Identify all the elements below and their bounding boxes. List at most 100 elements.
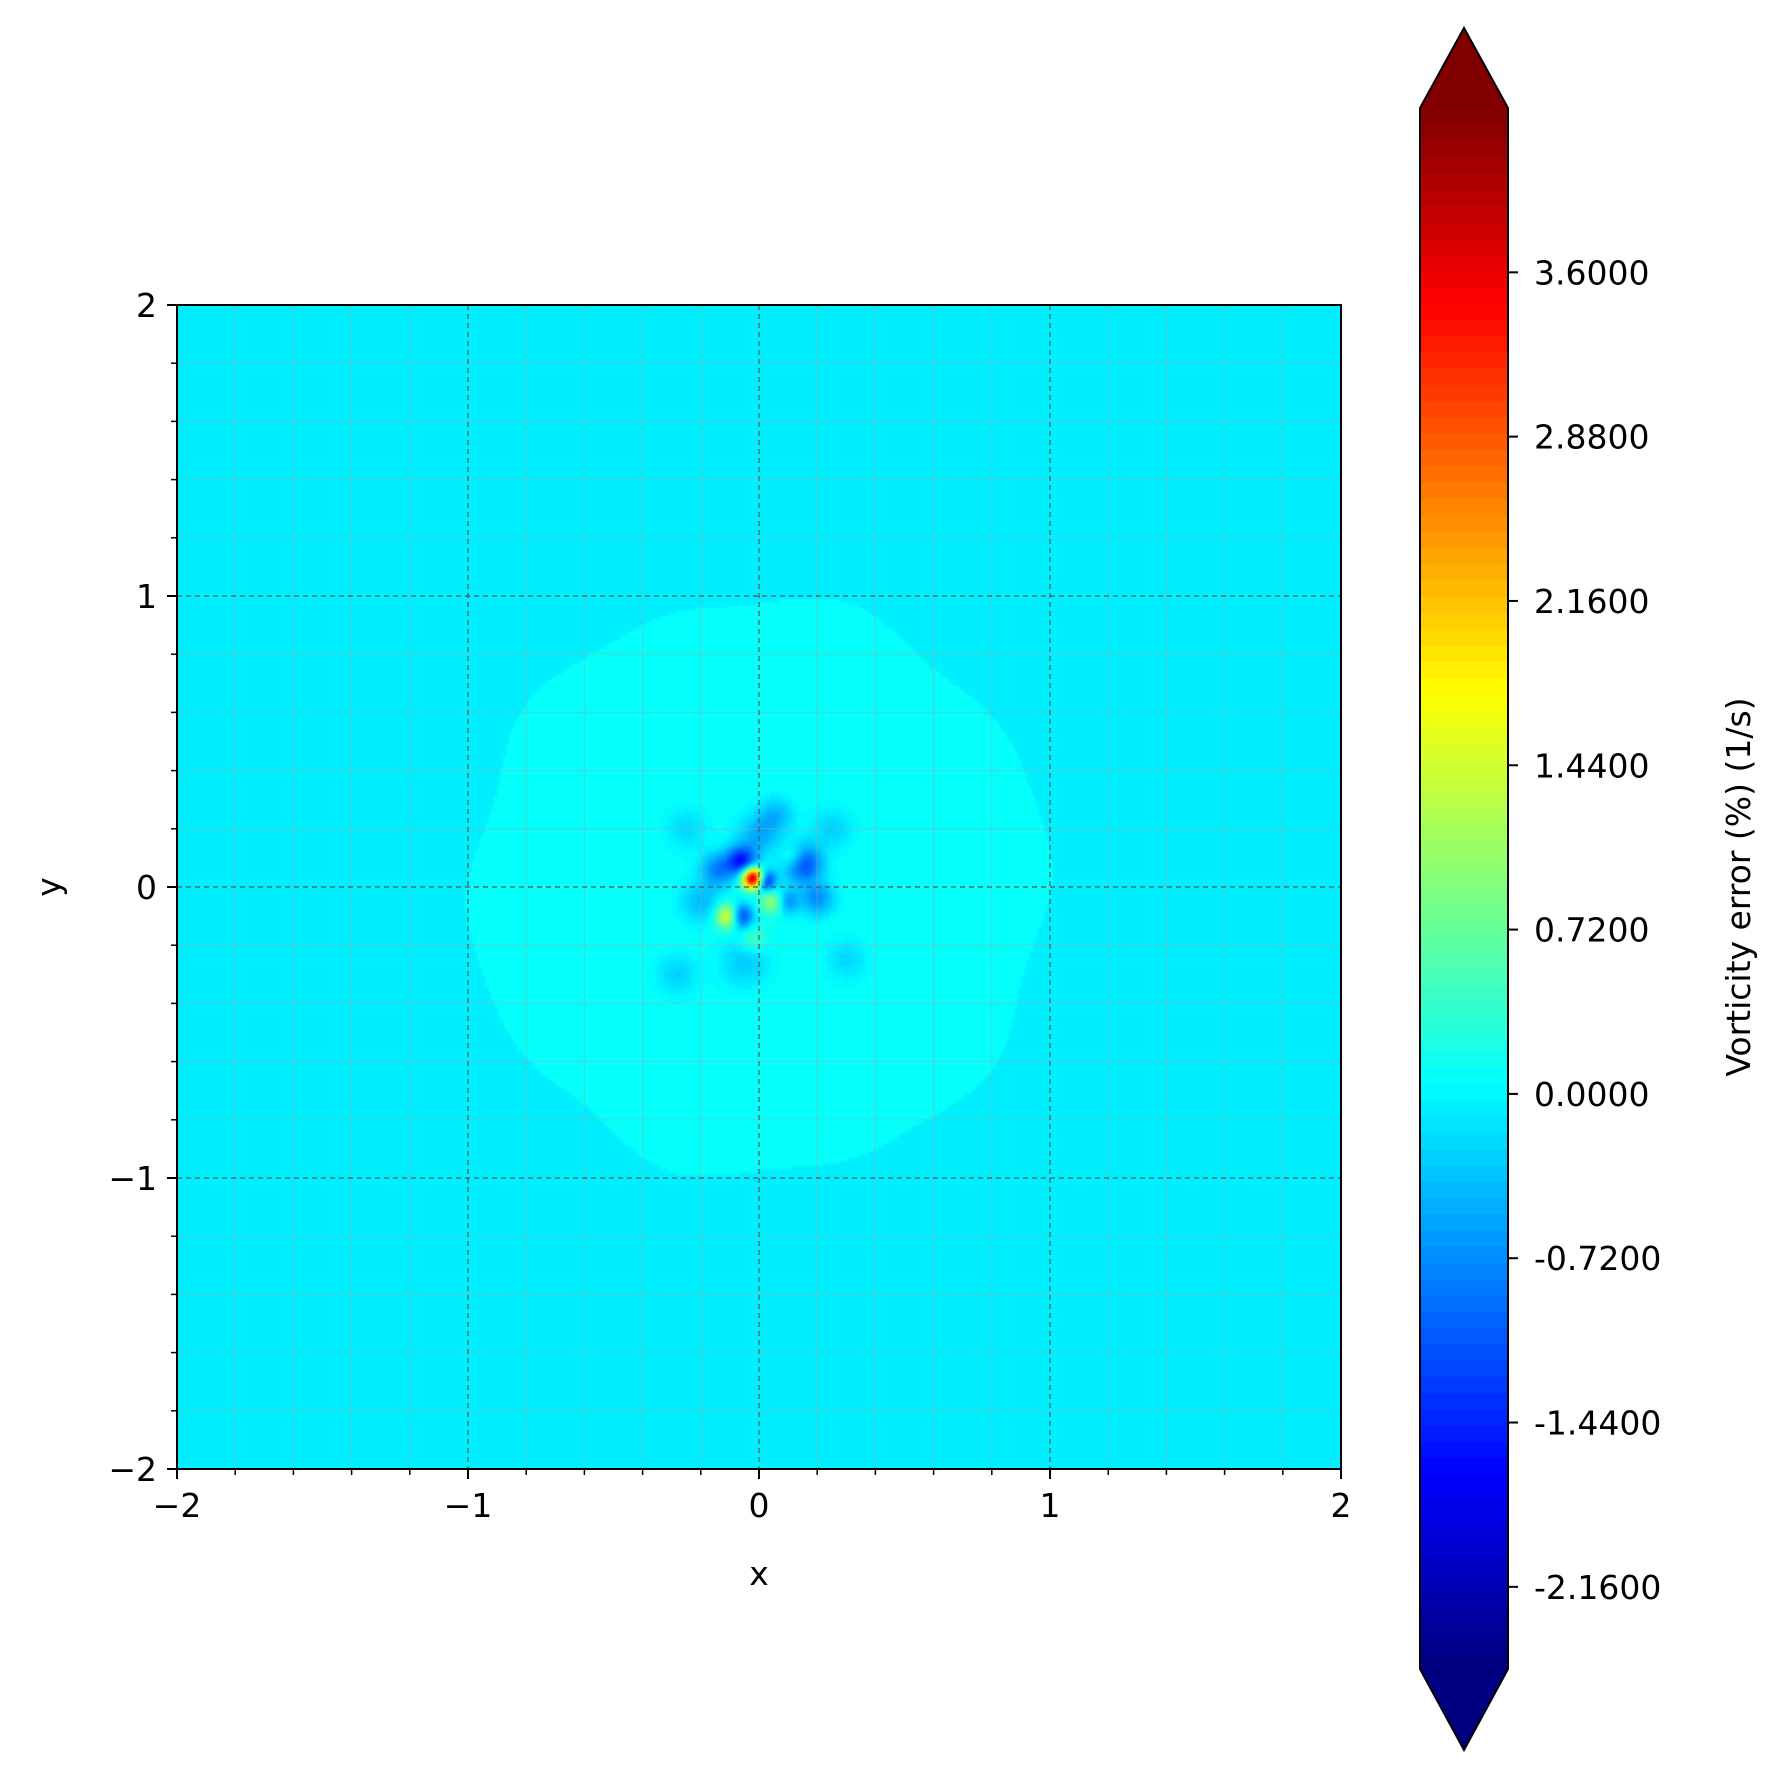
colorbar-level — [1420, 644, 1508, 662]
colorbar-tick-label: -2.1600 — [1534, 1568, 1661, 1607]
colorbar-level — [1420, 286, 1508, 304]
colorbar-level — [1420, 238, 1508, 255]
x-tick-label: −2 — [153, 1486, 202, 1525]
colorbar-level — [1420, 1652, 1508, 1670]
colorbar-level — [1420, 823, 1508, 841]
colorbar-level — [1420, 368, 1508, 386]
y-axis-label: y — [29, 877, 68, 897]
colorbar-tick-label: 0.0000 — [1534, 1075, 1649, 1114]
colorbar-level — [1420, 1132, 1508, 1150]
colorbar-level — [1420, 1327, 1508, 1345]
colorbar-level — [1420, 953, 1508, 971]
colorbar-level — [1420, 530, 1508, 548]
colorbar-level — [1420, 1099, 1508, 1117]
colorbar-level — [1420, 1083, 1508, 1101]
colorbar-level — [1420, 1441, 1508, 1459]
colorbar-level — [1420, 579, 1508, 597]
colorbar-level — [1420, 1603, 1508, 1621]
colorbar-level — [1420, 1229, 1508, 1247]
major-gridlines — [177, 305, 1341, 1469]
colorbar-level — [1420, 709, 1508, 727]
colorbar-level — [1420, 1457, 1508, 1475]
colorbar-level — [1420, 1392, 1508, 1410]
colorbar-level — [1420, 416, 1508, 434]
colorbar-level — [1420, 1148, 1508, 1166]
colorbar-level — [1420, 1295, 1508, 1312]
colorbar-extend-max — [1420, 28, 1508, 108]
x-tick-label: 0 — [749, 1486, 770, 1525]
colorbar-level — [1420, 1213, 1508, 1231]
colorbar-level — [1420, 1246, 1508, 1264]
colorbar-level — [1420, 1587, 1508, 1605]
colorbar-tick-label: 2.8800 — [1534, 418, 1649, 457]
colorbar-level — [1420, 1002, 1508, 1020]
colorbar-level — [1420, 1018, 1508, 1036]
colorbar-level — [1420, 1473, 1508, 1491]
colorbar-level — [1420, 1506, 1508, 1524]
colorbar-level — [1420, 351, 1508, 369]
colorbar-level — [1420, 1522, 1508, 1540]
colorbar-level — [1420, 335, 1508, 353]
colorbar-level — [1420, 384, 1508, 402]
y-tick-label: −2 — [108, 1450, 157, 1489]
x-tick-label: 1 — [1040, 1486, 1061, 1525]
colorbar-level — [1420, 1034, 1508, 1052]
colorbar-level — [1420, 986, 1508, 1003]
x-tick-label: −1 — [444, 1486, 493, 1525]
colorbar-level — [1420, 855, 1508, 873]
colorbar-level — [1420, 108, 1508, 125]
colorbar-label: Vorticity error (%) (1/s) — [1719, 697, 1758, 1076]
colorbar-level — [1420, 1636, 1508, 1654]
colorbar-level — [1420, 173, 1508, 190]
colorbar-level — [1420, 921, 1508, 938]
colorbar-level — [1420, 969, 1508, 987]
colorbar-level — [1420, 1051, 1508, 1068]
colorbar-level — [1420, 742, 1508, 760]
colorbar-outline — [1419, 25, 1509, 1753]
colorbar-level — [1420, 1278, 1508, 1296]
colorbar-level — [1420, 1408, 1508, 1426]
colorbar-level — [1420, 1116, 1508, 1134]
colorbar-level — [1420, 1181, 1508, 1199]
y-tick-label: 1 — [136, 577, 157, 616]
x-tick-label: 2 — [1331, 1486, 1352, 1525]
colorbar-level — [1420, 1164, 1508, 1182]
y-axis-ticks: −2 −1 0 1 2 — [108, 286, 177, 1489]
colorbar-level — [1420, 221, 1508, 239]
colorbar-level — [1420, 319, 1508, 337]
colorbar-level — [1420, 1571, 1508, 1589]
x-axis-ticks: −2 −1 0 1 2 — [153, 1469, 1352, 1525]
colorbar-level — [1420, 1197, 1508, 1215]
colorbar-level — [1420, 124, 1508, 142]
colorbar-level — [1420, 1067, 1508, 1085]
colorbar-level — [1420, 1311, 1508, 1329]
colorbar-tick-label: -1.4400 — [1534, 1404, 1661, 1443]
colorbar-level — [1420, 1262, 1508, 1280]
colorbar-level — [1420, 839, 1508, 857]
plot-area: −2 −1 0 1 2 −2 −1 0 1 2 x y — [29, 286, 1352, 1593]
colorbar-level — [1420, 1490, 1508, 1507]
colorbar-level — [1420, 807, 1508, 825]
colorbar-level — [1420, 1425, 1508, 1442]
colorbar-level — [1420, 1620, 1508, 1638]
x-axis-label: x — [749, 1554, 769, 1593]
colorbar-extend-min — [1420, 1669, 1508, 1750]
colorbar-tick-label: -0.7200 — [1534, 1239, 1661, 1278]
colorbar-tick-label: 1.4400 — [1534, 746, 1649, 785]
colorbar-level — [1420, 660, 1508, 678]
colorbar-level — [1420, 205, 1508, 223]
colorbar-level — [1420, 628, 1508, 646]
colorbar-level — [1420, 270, 1508, 288]
colorbar-level — [1420, 725, 1508, 743]
colorbar-tick-label: 0.7200 — [1534, 911, 1649, 950]
colorbar-level — [1420, 677, 1508, 694]
colorbar: -2.1600 -1.4400 -0.7200 0.0000 0.7200 1.4400 2… — [1419, 25, 1758, 1753]
colorbar-level — [1420, 156, 1508, 174]
colorbar-tick-label: 3.6000 — [1534, 253, 1649, 292]
colorbar-level — [1420, 595, 1508, 613]
colorbar-level — [1420, 498, 1508, 516]
y-tick-label: 2 — [136, 286, 157, 325]
colorbar-tick-label: 2.1600 — [1534, 582, 1649, 621]
colorbar-level — [1420, 433, 1508, 451]
